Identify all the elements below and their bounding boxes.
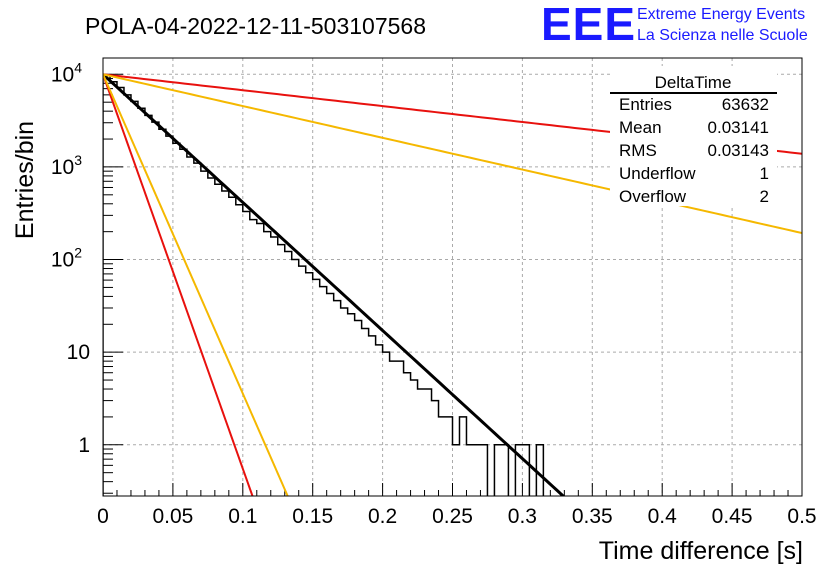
x-tick-label: 0.25 bbox=[432, 505, 473, 528]
stats-box: DeltaTime Entries 63632 Mean 0.03141 RMS… bbox=[610, 66, 777, 206]
stats-value-entries: 63632 bbox=[722, 95, 769, 114]
stats-value-mean: 0.03141 bbox=[708, 118, 769, 137]
y-tick-labels: 1 10 102 103 104 bbox=[51, 59, 90, 456]
histogram-outline bbox=[103, 74, 545, 496]
fit-line-1 bbox=[103, 73, 566, 496]
y-tick-label: 1 bbox=[78, 434, 90, 457]
eee-logo: EEE bbox=[541, 0, 636, 50]
fit-line-2 bbox=[103, 73, 254, 496]
y-tick-label: 102 bbox=[51, 245, 82, 272]
histogram bbox=[103, 74, 545, 496]
stats-value-underflow: 1 bbox=[760, 164, 769, 183]
plot-frame bbox=[102, 57, 803, 497]
x-tick-label: 0.45 bbox=[712, 505, 753, 528]
fit-line-5 bbox=[103, 73, 802, 235]
x-tick-label: 0.2 bbox=[368, 505, 397, 528]
run-title: POLA-04-2022-12-11-503107568 bbox=[85, 13, 426, 39]
x-tick-label: 0 bbox=[97, 505, 109, 528]
stats-box-bg bbox=[610, 66, 777, 206]
stats-value-rms: 0.03143 bbox=[708, 141, 769, 160]
y-tick-label: 103 bbox=[51, 152, 82, 179]
x-tick-label: 0.4 bbox=[648, 505, 678, 528]
stats-label-underflow: Underflow bbox=[619, 164, 696, 183]
x-tick-label: 0.1 bbox=[228, 505, 257, 528]
stats-label-overflow: Overflow bbox=[619, 187, 687, 206]
logo-line-1: Extreme Energy Events bbox=[637, 6, 805, 23]
x-axis-label: Time difference [s] bbox=[599, 537, 803, 565]
y-tick-label: 104 bbox=[51, 59, 82, 86]
stats-label-mean: Mean bbox=[619, 118, 662, 137]
x-tick-labels: 0 0.05 0.1 0.15 0.2 0.25 0.3 0.35 0.4 0.45 0.5 bbox=[97, 505, 816, 528]
x-tick-label: 0.3 bbox=[508, 505, 537, 528]
y-axis-label: Entries/bin bbox=[11, 121, 39, 239]
x-tick-label: 0.15 bbox=[292, 505, 333, 528]
x-tick-label: 0.35 bbox=[572, 505, 613, 528]
fit-line-3 bbox=[103, 73, 289, 496]
logo-line-2: La Scienza nelle Scuole bbox=[637, 27, 808, 44]
stats-title: DeltaTime bbox=[655, 73, 732, 92]
x-tick-label: 0.05 bbox=[152, 505, 193, 528]
stats-label-entries: Entries bbox=[619, 95, 672, 114]
y-tick-label: 10 bbox=[67, 341, 90, 364]
x-tick-label: 0.5 bbox=[787, 505, 816, 528]
stats-label-rms: RMS bbox=[619, 141, 657, 160]
stats-value-overflow: 2 bbox=[760, 187, 769, 206]
fit-lines bbox=[103, 73, 802, 496]
